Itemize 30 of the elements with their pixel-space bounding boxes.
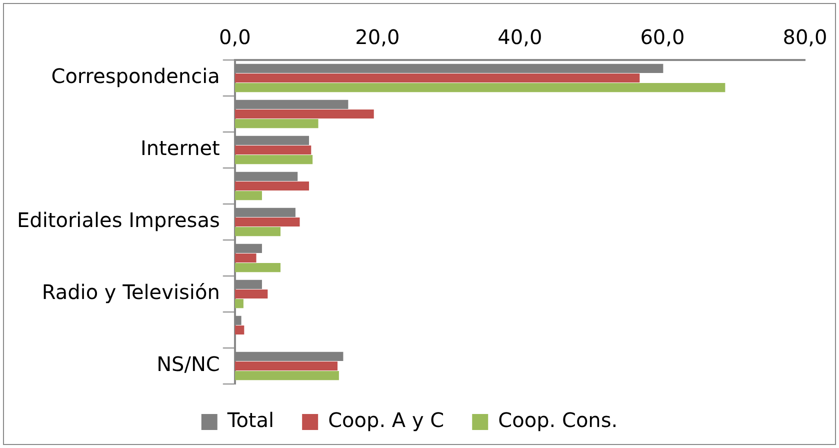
bar [234,73,640,83]
x-tick-label: 20,0 [355,25,400,50]
bar [234,83,726,92]
bar [234,155,313,164]
bar [234,325,244,335]
y-tick-label: Internet [140,136,220,160]
x-tick-label: 40,0 [498,25,542,50]
bar [234,119,318,128]
bar [234,263,281,272]
bar [234,217,300,227]
legend-label: Coop. A y C [328,408,444,432]
x-tick-label: 60,0 [640,25,685,50]
bar [234,253,256,263]
y-tick-label: Correspondencia [51,64,220,88]
bar [234,145,312,155]
bar [234,371,339,380]
y-tick-label: Radio y Televisión [42,280,220,304]
bar [234,299,244,308]
bar [234,289,268,299]
bar [234,361,338,371]
bar [234,109,374,119]
y-tick-label: NS/NC [156,352,220,376]
bar [234,181,310,191]
bar [234,191,262,200]
x-tick-label: 80,0 [782,25,828,50]
legend-label: Total [226,408,274,432]
x-tick-label: 0,0 [218,25,251,50]
y-tick-label: Editoriales Impresas [16,208,220,232]
bar [234,227,281,236]
legend-label: Coop. Cons. [498,408,618,432]
